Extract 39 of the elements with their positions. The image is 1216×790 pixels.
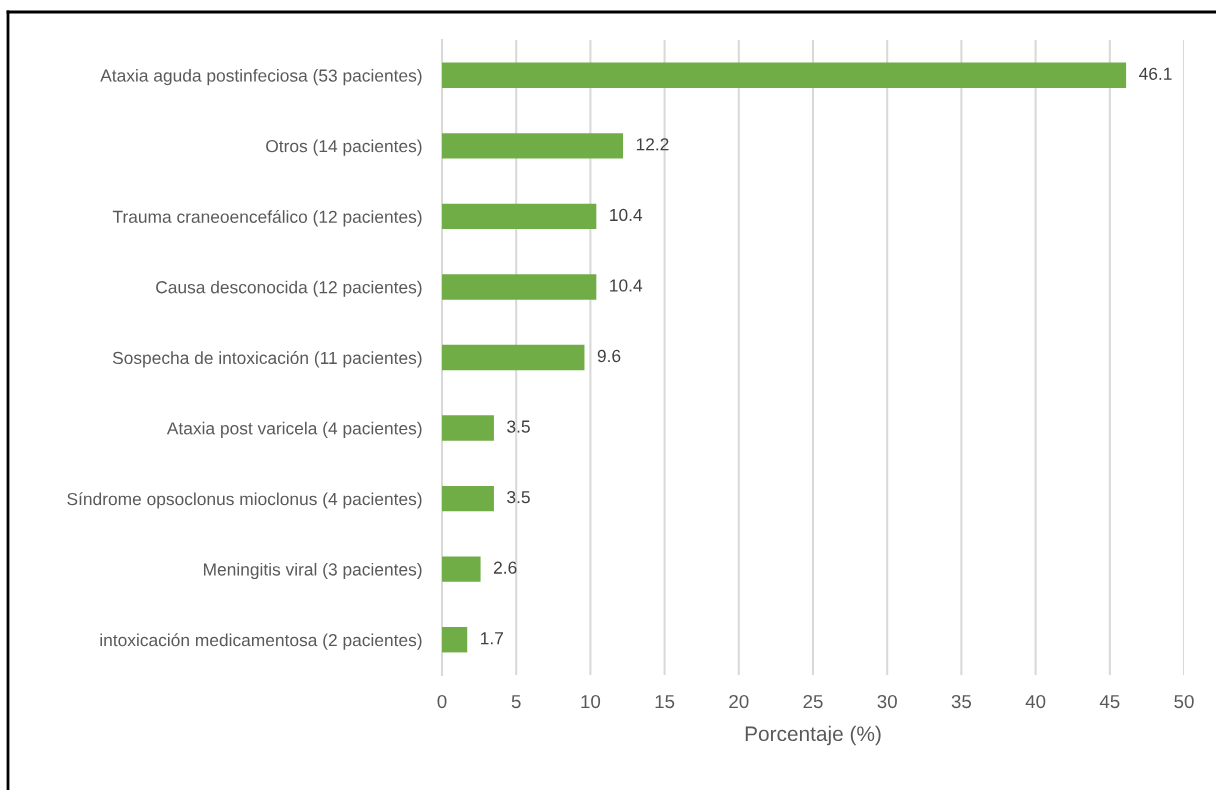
x-tick-label: 35	[951, 694, 972, 709]
x-axis-title: Porcentaje (%)	[745, 725, 881, 746]
bar	[442, 344, 585, 371]
x-tick-label: 30	[877, 694, 897, 709]
x-tick-label: 10	[581, 694, 601, 709]
bar	[442, 415, 494, 441]
bar	[442, 485, 494, 512]
data-label: 3.5	[507, 490, 530, 504]
y-tick-label: Meningitis viral (3 pacientes)	[204, 562, 422, 580]
y-tick-label: Síndrome opsoclonus mioclonus (4 pacientes)	[67, 492, 422, 509]
x-tick-label: 40	[1025, 694, 1046, 709]
y-tick-label: Ataxia post varicela (4 pacientes)	[166, 421, 422, 438]
x-tick-label: 15	[655, 695, 675, 709]
y-tick-label: Trauma craneoencefálico (12 pacientes)	[112, 210, 422, 227]
data-label: 9.6	[597, 349, 621, 363]
data-label: 2.6	[493, 561, 517, 574]
bar	[442, 274, 597, 300]
x-tick-label: 45	[1099, 695, 1120, 709]
y-tick-label: intoxicación medicamentosa (2 pacientes)	[100, 633, 422, 650]
bar	[442, 133, 624, 159]
data-label: 1.7	[481, 632, 503, 645]
x-tick-label: 0	[437, 694, 447, 709]
x-tick-label: 25	[803, 694, 823, 709]
data-label: 12.2	[636, 138, 669, 151]
y-tick-label: Otros (14 pacientes)	[266, 139, 422, 156]
data-label: 10.4	[610, 208, 643, 222]
data-label: 3.5	[507, 420, 530, 433]
bar	[442, 556, 481, 582]
y-tick-label: Sospecha de intoxicación (11 pacientes)	[112, 351, 422, 368]
x-tick-label: 50	[1174, 694, 1194, 709]
y-tick-label: Ataxia aguda postinfeciosa (53 pacientes)	[100, 68, 422, 86]
x-tick-label: 20	[729, 694, 749, 709]
bar	[442, 627, 468, 653]
data-label: 10.4	[610, 279, 643, 292]
bar	[442, 62, 1127, 88]
data-label: 46.1	[1139, 67, 1172, 80]
y-tick-label: Causa desconocida (12 pacientes)	[156, 280, 422, 297]
x-tick-label: 5	[511, 695, 521, 709]
bar	[442, 203, 597, 230]
